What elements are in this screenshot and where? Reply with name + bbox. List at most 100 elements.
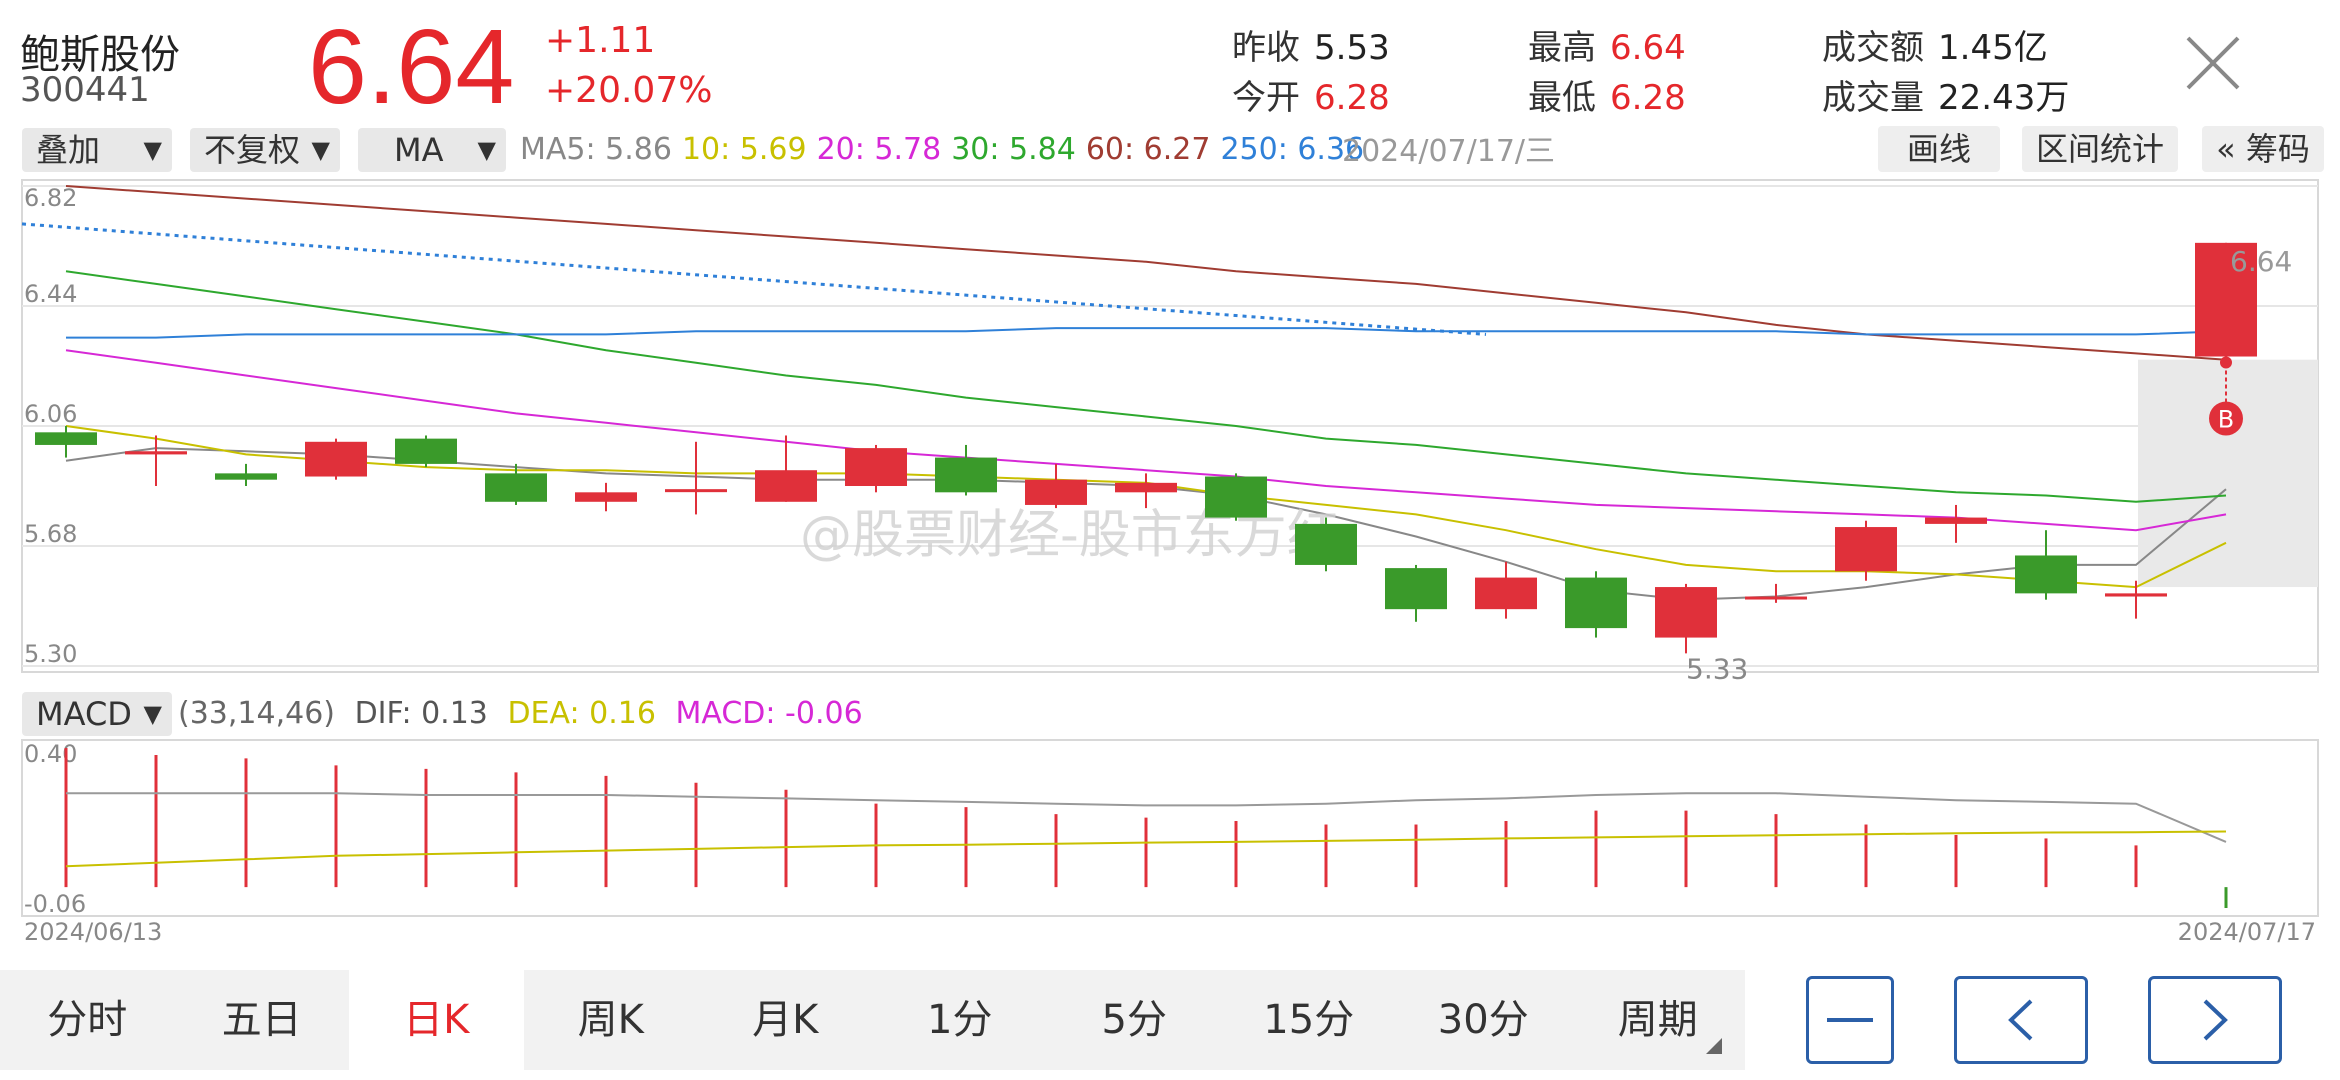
candle-body xyxy=(1385,568,1447,610)
candle-body xyxy=(1295,523,1357,565)
tab-10[interactable]: 周期 xyxy=(1617,997,1698,1043)
candle-body xyxy=(395,438,457,464)
stat-value: 5.53 xyxy=(1314,28,1390,68)
stock-code: 300441 xyxy=(20,70,150,110)
indicator-dropdown[interactable]: MA ▼ xyxy=(358,128,506,172)
minus-icon xyxy=(1827,1018,1873,1022)
candle-body xyxy=(1565,577,1627,629)
ma-legend: MA5: 5.86 10: 5.69 20: 5.78 30: 5.84 60: 6.2… xyxy=(520,128,1374,172)
macd-dropdown[interactable]: MACD ▼ xyxy=(22,692,172,736)
tab-2[interactable]: 五日 xyxy=(221,997,302,1043)
ma-line-ma250 xyxy=(66,327,2227,339)
stat-item: 成交额 1.45亿 xyxy=(1822,20,2048,69)
dropdown-arrow-icon: ▼ xyxy=(143,136,162,164)
chevron-left-icon xyxy=(2008,999,2033,1041)
y-tick-label: 6.44 xyxy=(24,280,77,308)
buy-marker-label: B xyxy=(2218,406,2234,434)
candle-body xyxy=(845,448,907,486)
more-corner-icon xyxy=(1706,1038,1722,1054)
macd-macd-value: MACD: -0.06 xyxy=(675,696,863,731)
ma-legend-item: 10: 5.69 xyxy=(681,132,807,167)
candle-body xyxy=(1475,577,1537,610)
tab-9[interactable]: 30分 xyxy=(1437,997,1529,1043)
ma-legend-item: 250: 6.36 xyxy=(1220,132,1365,167)
y-tick-label: 6.82 xyxy=(24,184,77,212)
macd-dif-value: DIF: 0.13 xyxy=(354,696,488,731)
macd-y-tick-label: -0.06 xyxy=(24,890,86,918)
end-date: 2024/07/17 xyxy=(2177,918,2316,946)
range-stats-button[interactable]: 区间统计 xyxy=(2022,126,2178,172)
candle-body xyxy=(2015,555,2077,594)
price-change: +1.11 xyxy=(545,20,656,61)
candle-body xyxy=(935,457,997,493)
stat-item: 最低 6.28 xyxy=(1528,70,1686,119)
stat-value: 6.28 xyxy=(1314,78,1390,118)
stat-value: 1.45亿 xyxy=(1938,28,2048,68)
prev-button[interactable] xyxy=(1954,976,2088,1064)
candle-body xyxy=(1205,476,1267,518)
macd-legend: (33,14,46) DIF: 0.13 DEA: 0.16 MACD: -0.… xyxy=(178,692,873,736)
stat-value: 22.43万 xyxy=(1938,78,2070,118)
candle-body xyxy=(1925,517,1987,524)
ma-legend-item: 60: 6.27 xyxy=(1085,132,1211,167)
period-tabs: 分时 五日 日K 周K 月K 1分 5分 15分 30分 周期 xyxy=(0,970,1745,1070)
trend-line xyxy=(21,222,1487,336)
low-price-label: 5.33 xyxy=(1686,653,1748,686)
ma-legend-item: 20: 5.78 xyxy=(816,132,942,167)
chips-button[interactable]: « 筹码 xyxy=(2202,126,2324,172)
stock-name: 鲍斯股份 xyxy=(20,32,180,78)
tab-8[interactable]: 15分 xyxy=(1263,997,1355,1043)
indicator-label: MA xyxy=(394,131,444,169)
candle-body xyxy=(1745,596,1807,600)
start-date: 2024/06/13 xyxy=(24,918,163,946)
high-price-label: 6.64 xyxy=(2230,245,2292,278)
macd-y-tick-label: 0.40 xyxy=(24,740,77,768)
tab-5[interactable]: 月K xyxy=(752,997,819,1043)
buy-marker-icon[interactable] xyxy=(2209,401,2243,436)
adjust-dropdown[interactable]: 不复权 ▼ xyxy=(190,128,340,172)
candle-body xyxy=(1115,482,1177,493)
tab-6[interactable]: 1分 xyxy=(927,997,993,1043)
dropdown-arrow-icon: ▼ xyxy=(477,136,496,164)
price-change-pct: +20.07% xyxy=(545,70,713,111)
overlay-dropdown[interactable]: 叠加 ▼ xyxy=(22,128,172,172)
ma-line-ma30 xyxy=(65,270,2227,503)
chevron-right-icon xyxy=(2203,999,2228,1041)
next-button[interactable] xyxy=(2148,976,2282,1064)
buy-marker-dot xyxy=(2220,356,2232,369)
draw-line-button[interactable]: 画线 xyxy=(1878,126,2000,172)
macd-frame xyxy=(21,739,2319,917)
candle-body xyxy=(305,441,367,477)
macd-chart[interactable]: 0.40 -0.06 xyxy=(0,738,2340,918)
tab-3[interactable]: 日K xyxy=(349,970,524,1070)
tab-7[interactable]: 5分 xyxy=(1101,997,1167,1043)
close-button[interactable] xyxy=(2180,30,2246,96)
stat-label: 成交额 xyxy=(1822,28,1924,68)
stat-item: 昨收 5.53 xyxy=(1232,20,1390,69)
tab-1[interactable]: 分时 xyxy=(47,997,128,1043)
cursor-date: 2024/07/17/三 xyxy=(1342,134,1556,169)
y-tick-label: 5.30 xyxy=(24,640,77,668)
stat-item: 今开 6.28 xyxy=(1232,70,1390,119)
candle-body xyxy=(1655,587,1717,638)
stat-value: 6.64 xyxy=(1610,28,1686,68)
macd-indicator-label: MACD xyxy=(36,695,132,733)
dropdown-arrow-icon: ▼ xyxy=(143,700,162,728)
dropdown-arrow-icon: ▼ xyxy=(311,136,330,164)
stat-value: 6.28 xyxy=(1610,78,1686,118)
y-tick-label: 6.06 xyxy=(24,400,77,428)
current-price: 6.64 xyxy=(308,8,515,126)
macd-dif-line xyxy=(66,792,2227,843)
stat-label: 最低 xyxy=(1528,78,1596,118)
y-tick-label: 5.68 xyxy=(24,520,77,548)
ma-legend-item: MA5: 5.86 xyxy=(520,132,672,167)
candle-body xyxy=(35,432,97,445)
candle-body xyxy=(575,492,637,502)
macd-params: (33,14,46) xyxy=(178,696,336,731)
tab-4[interactable]: 周K xyxy=(577,997,644,1043)
candle-body xyxy=(2195,242,2257,357)
adjust-label: 不复权 xyxy=(204,131,301,169)
stat-label: 成交量 xyxy=(1822,78,1924,118)
zoom-out-button[interactable] xyxy=(1806,976,1894,1064)
